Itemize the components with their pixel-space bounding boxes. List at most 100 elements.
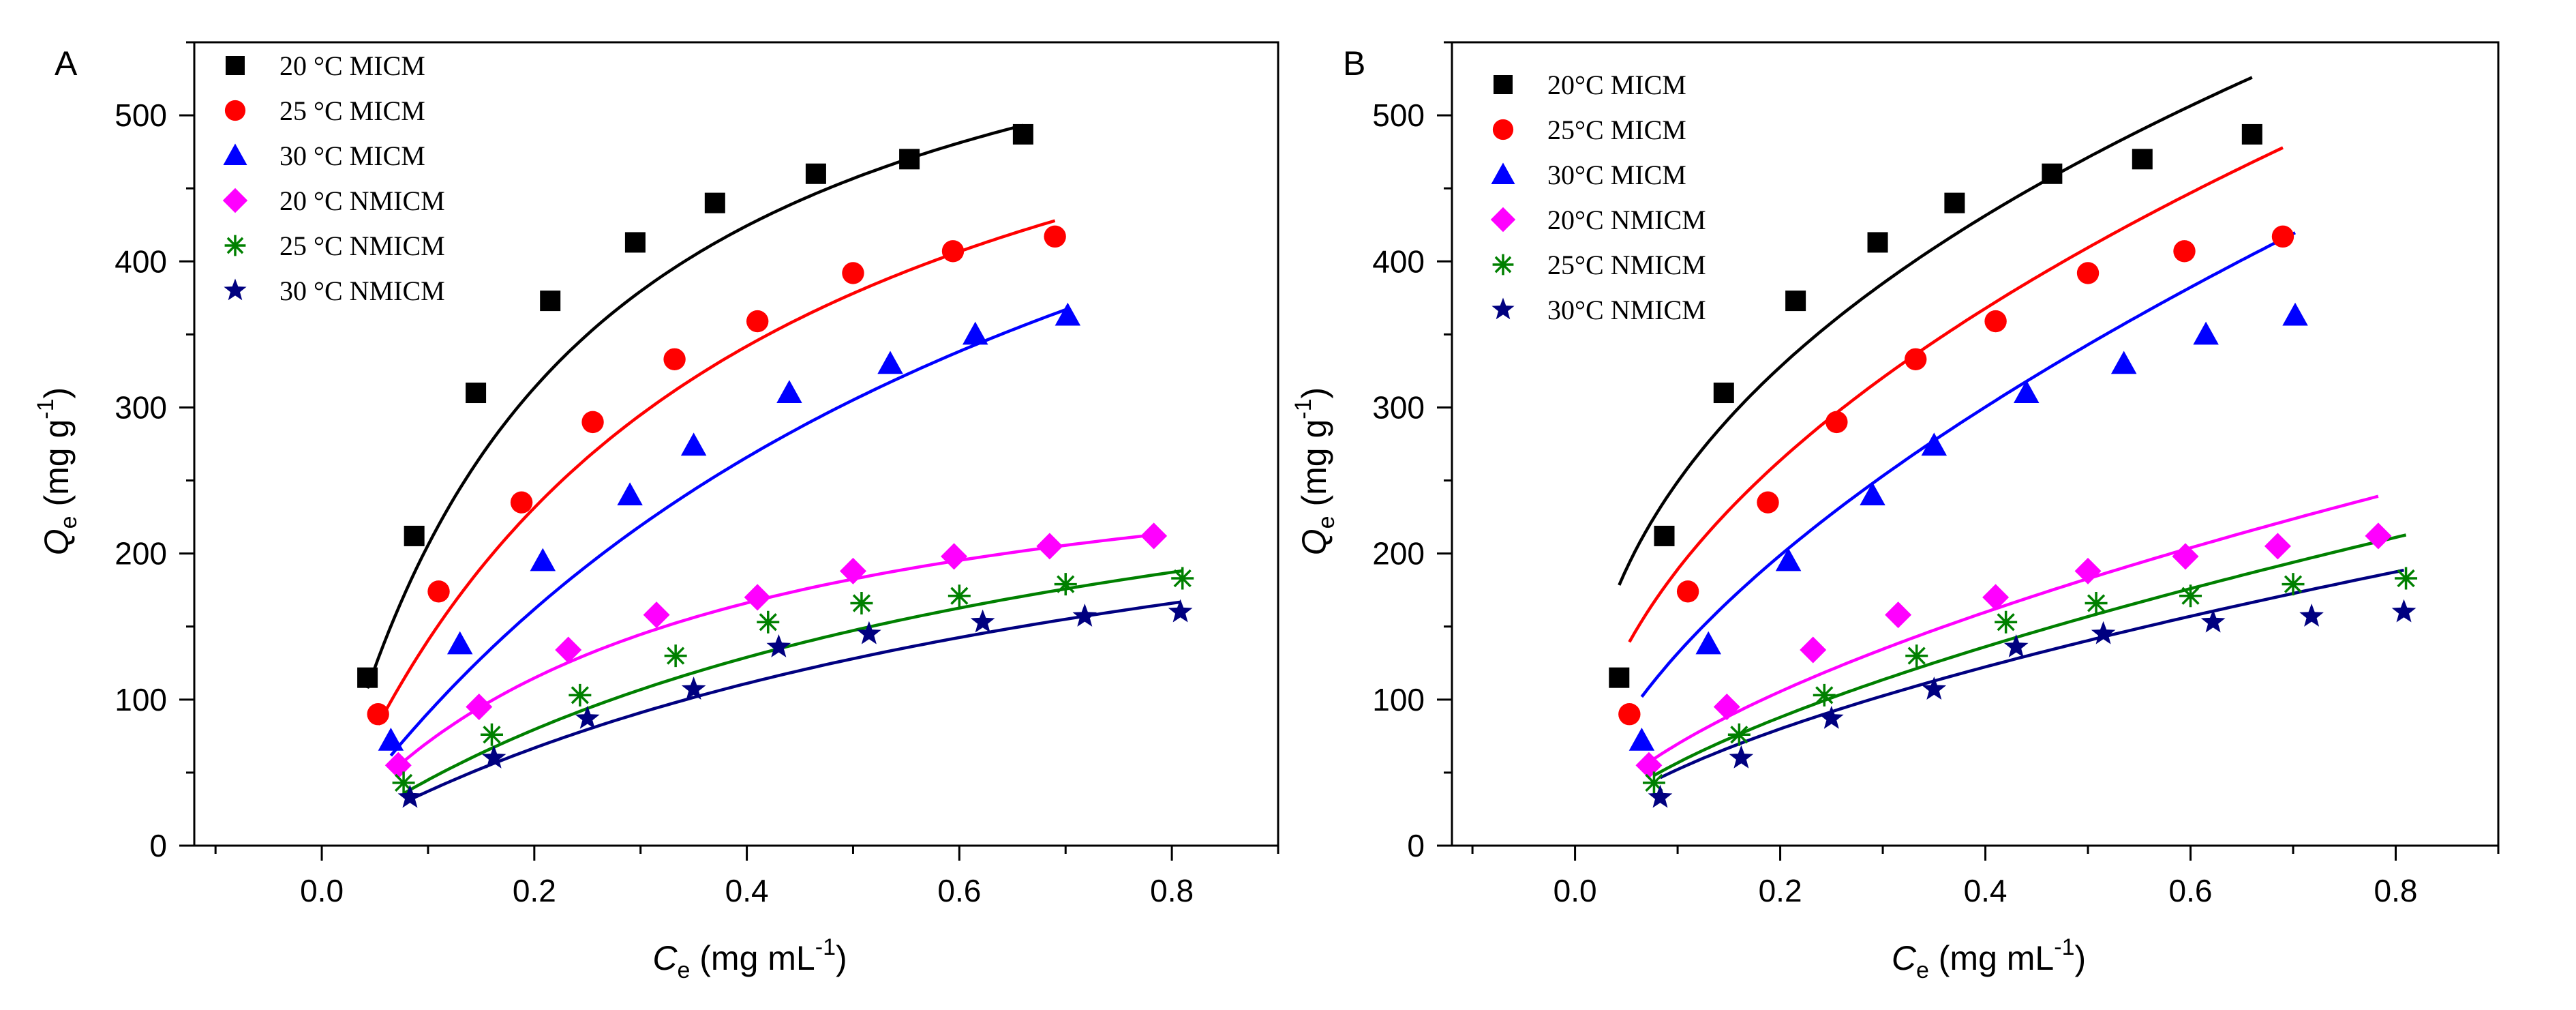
data-point-series-3 xyxy=(680,432,707,456)
data-point-series-4 xyxy=(2074,557,2102,584)
panel-label: A xyxy=(55,44,78,83)
legend-marker xyxy=(1491,162,1515,184)
data-point-series-3 xyxy=(2110,351,2137,374)
y-axis-title: Qe (mg g-1) xyxy=(33,387,82,555)
data-point-series-5 xyxy=(2395,567,2418,590)
data-point-series-4 xyxy=(643,601,670,629)
x-tick-label: 0.0 xyxy=(300,873,344,908)
data-point-series-4 xyxy=(1982,584,2010,611)
data-point-series-1 xyxy=(624,232,646,253)
legend-marker xyxy=(223,143,247,165)
data-point-series-1 xyxy=(1785,291,1806,312)
data-point-series-2 xyxy=(427,580,450,603)
data-point-series-4 xyxy=(466,694,493,721)
legend-marker xyxy=(224,235,246,256)
data-point-series-1 xyxy=(2132,149,2153,170)
data-point-series-6 xyxy=(1648,784,1673,808)
x-axis-title: Ce (mg mL-1) xyxy=(1892,934,2086,983)
data-point-series-4 xyxy=(1635,752,1663,779)
fit-curve-series-4 xyxy=(397,533,1154,767)
data-point-series-3 xyxy=(2193,321,2219,345)
y-tick-label: 400 xyxy=(1372,243,1425,279)
legend-marker xyxy=(222,188,248,213)
data-point-series-1 xyxy=(357,667,378,688)
x-tick-label: 0.4 xyxy=(725,873,769,908)
data-point-series-3 xyxy=(1695,631,1721,655)
data-point-series-2 xyxy=(2271,225,2294,248)
data-point-series-2 xyxy=(1905,348,1927,370)
data-point-series-5 xyxy=(1995,610,2018,634)
data-point-series-5 xyxy=(2085,591,2108,614)
legend-marker xyxy=(1491,297,1515,320)
data-point-series-6 xyxy=(481,745,506,769)
data-point-series-1 xyxy=(704,192,725,213)
data-point-series-6 xyxy=(397,784,423,808)
data-point-series-6 xyxy=(1729,745,1754,769)
legend-marker xyxy=(1492,119,1514,140)
data-point-series-2 xyxy=(367,703,389,726)
data-point-series-3 xyxy=(617,482,643,505)
data-point-series-1 xyxy=(1012,123,1033,145)
data-point-series-6 xyxy=(970,609,995,633)
data-point-series-1 xyxy=(466,383,487,404)
y-tick-label: 300 xyxy=(1372,389,1425,425)
data-point-series-1 xyxy=(805,163,826,184)
data-point-series-3 xyxy=(530,548,556,571)
y-tick-label: 100 xyxy=(1372,682,1425,717)
x-tick-label: 0.2 xyxy=(1759,873,1802,908)
data-point-series-6 xyxy=(2391,599,2416,623)
y-tick-label: 100 xyxy=(115,682,167,717)
data-point-series-6 xyxy=(1922,677,1947,700)
data-point-series-4 xyxy=(555,636,582,664)
data-point-series-2 xyxy=(1984,310,2007,333)
data-point-series-1 xyxy=(2241,123,2262,145)
data-point-series-2 xyxy=(746,310,769,333)
data-point-series-5 xyxy=(948,584,971,608)
data-point-series-3 xyxy=(2013,380,2040,404)
data-point-series-1 xyxy=(2042,163,2063,184)
data-point-series-4 xyxy=(384,752,412,779)
data-point-series-4 xyxy=(1800,636,1827,664)
fit-curve-series-3 xyxy=(1640,231,2297,698)
data-point-series-3 xyxy=(446,631,473,655)
data-point-series-6 xyxy=(766,634,791,657)
data-point-series-6 xyxy=(681,677,706,700)
y-tick-label: 500 xyxy=(115,98,167,133)
data-point-series-5 xyxy=(2282,573,2305,596)
x-tick-label: 0.8 xyxy=(2374,873,2418,908)
y-tick-label: 200 xyxy=(1372,536,1425,571)
fit-curve-series-5 xyxy=(402,569,1183,795)
data-point-series-6 xyxy=(857,621,881,644)
fit-curve-series-2 xyxy=(1628,146,2284,643)
fit-curve-series-2 xyxy=(376,219,1056,726)
x-tick-label: 0.8 xyxy=(1150,873,1194,908)
data-point-series-2 xyxy=(1757,491,1779,514)
data-point-series-3 xyxy=(877,351,903,374)
data-point-series-4 xyxy=(941,543,968,570)
legend-label: 25°C NMICM xyxy=(1547,250,1706,280)
x-tick-label: 0.4 xyxy=(1964,873,2007,908)
data-point-series-2 xyxy=(581,411,604,434)
y-tick-label: 300 xyxy=(115,389,167,425)
data-point-series-1 xyxy=(1944,192,1965,213)
data-point-series-3 xyxy=(1628,728,1655,751)
data-point-series-1 xyxy=(1713,383,1734,404)
legend-label: 30°C MICM xyxy=(1547,160,1686,190)
legend-label: 30 °C NMICM xyxy=(279,276,445,306)
data-point-series-2 xyxy=(941,240,965,263)
data-point-series-3 xyxy=(1775,548,1802,571)
legend-label: 25°C MICM xyxy=(1547,115,1686,145)
data-point-series-6 xyxy=(1072,604,1097,627)
data-point-series-1 xyxy=(1867,232,1888,253)
data-point-series-1 xyxy=(540,291,561,312)
data-point-series-2 xyxy=(1044,225,1066,248)
legend-marker xyxy=(224,100,246,121)
data-point-series-2 xyxy=(2076,262,2100,284)
data-point-series-4 xyxy=(1036,533,1063,560)
data-point-series-2 xyxy=(663,348,686,370)
data-point-series-2 xyxy=(842,262,864,284)
fit-curve-series-1 xyxy=(1618,76,2253,586)
data-point-series-3 xyxy=(1860,482,1885,505)
data-point-series-5 xyxy=(392,771,415,794)
panel-label: B xyxy=(1343,44,1365,83)
